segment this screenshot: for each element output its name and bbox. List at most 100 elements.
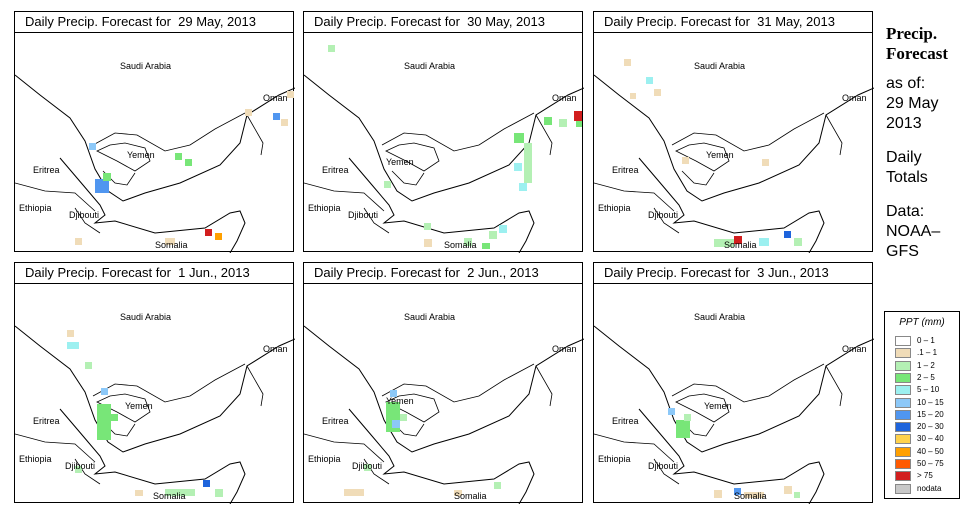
panel-title-5: Daily Precip. Forecast for 2 Jun., 2013 (303, 262, 583, 284)
side-info: Precip. Forecast as of: 29 May 2013 Dail… (886, 24, 948, 262)
label-oman: Oman (552, 344, 577, 354)
precip-cells (328, 45, 582, 249)
label-ethiopia: Ethiopia (308, 203, 341, 213)
label-oman: Oman (552, 93, 577, 103)
panel-title-2: Daily Precip. Forecast for 30 May, 2013 (303, 11, 583, 33)
legend-label: 20 – 30 (917, 422, 944, 432)
label-saudi-arabia: Saudi Arabia (694, 312, 745, 322)
data-label: Data: (886, 203, 925, 220)
borders (594, 112, 843, 234)
forecast-panel-3: Saudi Arabia Oman Yemen Eritrea Ethiopia… (593, 32, 874, 253)
label-oman: Oman (263, 93, 288, 103)
label-somalia: Somalia (454, 491, 487, 501)
legend-swatch (895, 372, 911, 383)
label-saudi-arabia: Saudi Arabia (694, 61, 745, 71)
ppt-legend: PPT (mm) 0 – 1 .1 – 1 1 – 2 2 – 5 5 – 10 10 –… (884, 311, 960, 499)
legend-label: 15 – 20 (917, 409, 944, 419)
label-saudi-arabia: Saudi Arabia (120, 61, 171, 71)
coastline (304, 74, 584, 253)
legend-swatch (895, 409, 911, 420)
label-ethiopia: Ethiopia (308, 454, 341, 464)
legend-swatch (895, 385, 911, 396)
label-yemen: Yemen (706, 150, 734, 160)
panel-title-1: Daily Precip. Forecast for 29 May, 2013 (14, 11, 294, 33)
borders (304, 112, 553, 234)
forecast-panel-6: Saudi Arabia Oman Yemen Eritrea Ethiopia… (593, 283, 874, 504)
precip-cells (67, 330, 223, 497)
borders (594, 363, 843, 485)
label-oman: Oman (263, 344, 288, 354)
label-saudi-arabia: Saudi Arabia (404, 312, 455, 322)
legend-label: > 75 (917, 471, 933, 481)
label-yemen: Yemen (386, 157, 414, 167)
label-eritrea: Eritrea (612, 416, 639, 426)
legend-label: 30 – 40 (917, 434, 944, 444)
panel-title-3: Daily Precip. Forecast for 31 May, 2013 (593, 11, 873, 33)
label-djibouti: Djibouti (348, 210, 378, 220)
label-somalia: Somalia (444, 240, 477, 250)
label-djibouti: Djibouti (648, 461, 678, 471)
label-ethiopia: Ethiopia (19, 203, 52, 213)
legend-swatch (895, 397, 911, 408)
label-djibouti: Djibouti (69, 210, 99, 220)
as-of-year: 2013 (886, 115, 922, 132)
label-yemen: Yemen (386, 396, 414, 406)
legend-swatch (895, 446, 911, 457)
legend-swatch (895, 471, 911, 482)
coastline (594, 74, 874, 253)
label-saudi-arabia: Saudi Arabia (404, 61, 455, 71)
as-of-label: as of: (886, 75, 926, 92)
label-somalia: Somalia (155, 240, 188, 250)
forecast-panel-5: Saudi Arabia Oman Yemen Eritrea Ethiopia… (303, 283, 584, 504)
legend-swatch (895, 459, 911, 469)
legend-swatch (895, 360, 911, 371)
legend-swatch (895, 422, 911, 433)
label-saudi-arabia: Saudi Arabia (120, 312, 171, 322)
legend-label: 5 – 10 (917, 385, 940, 395)
map-31-may: Saudi Arabia Oman Yemen Eritrea Ethiopia… (594, 59, 874, 253)
borders (15, 363, 264, 485)
side-title-line2: Forecast (886, 44, 948, 63)
label-eritrea: Eritrea (612, 165, 639, 175)
legend-swatch (895, 336, 911, 346)
legend-swatch (895, 434, 911, 445)
label-eritrea: Eritrea (322, 165, 349, 175)
label-djibouti: Djibouti (352, 461, 382, 471)
label-yemen: Yemen (704, 401, 732, 411)
panel-title-6: Daily Precip. Forecast for 3 Jun., 2013 (593, 262, 873, 284)
legend-label: 0 – 1 (917, 336, 935, 345)
data-source-2: GFS (886, 243, 919, 260)
data-source-1: NOAA– (886, 223, 941, 240)
coastline (15, 74, 295, 253)
forecast-panel-2: Saudi Arabia Oman Yemen Eritrea Ethiopia… (303, 32, 584, 253)
legend-label: 2 – 5 (917, 372, 935, 382)
precip-cells (668, 408, 800, 498)
legend-label: 10 – 15 (917, 397, 944, 407)
precip-cells (75, 91, 294, 245)
label-ethiopia: Ethiopia (598, 203, 631, 213)
label-oman: Oman (842, 93, 867, 103)
as-of-date: 29 May (886, 95, 939, 112)
map-30-may: Saudi Arabia Oman Yemen Eritrea Ethiopia… (304, 45, 584, 253)
map-1-jun: Saudi Arabia Oman Yemen Eritrea Ethiopia… (15, 312, 295, 504)
panel-title-4: Daily Precip. Forecast for 1 Jun., 2013 (14, 262, 294, 284)
label-djibouti: Djibouti (65, 461, 95, 471)
label-ethiopia: Ethiopia (598, 454, 631, 464)
label-yemen: Yemen (127, 150, 155, 160)
coastline (594, 325, 874, 504)
legend-label: .1 – 1 (917, 348, 938, 358)
label-ethiopia: Ethiopia (19, 454, 52, 464)
legend-label: nodata (917, 483, 942, 493)
forecast-panel-4: Saudi Arabia Oman Yemen Eritrea Ethiopia… (14, 283, 295, 504)
coastline (304, 325, 584, 504)
totals-label: Totals (886, 169, 928, 186)
label-oman: Oman (842, 344, 867, 354)
side-title-line1: Precip. (886, 24, 938, 43)
precip-cells (624, 59, 802, 247)
daily-label: Daily (886, 149, 922, 166)
legend-title: PPT (mm) (899, 317, 945, 328)
legend-swatch (895, 348, 911, 359)
legend-label: 1 – 2 (917, 360, 935, 370)
label-somalia: Somalia (734, 491, 767, 501)
coastline (15, 325, 295, 504)
